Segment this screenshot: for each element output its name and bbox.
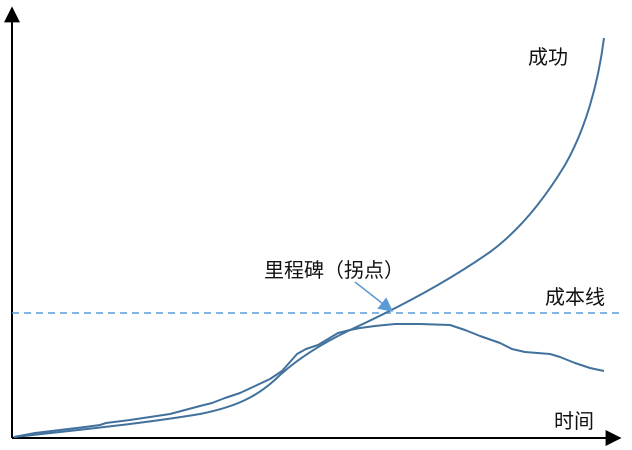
cost-line-label: 成本线 — [545, 285, 605, 309]
milestone-label: 里程碑（拐点） — [264, 258, 404, 282]
success-label: 成功 — [528, 45, 568, 69]
milestone-arrow — [354, 281, 394, 312]
time-label: 时间 — [554, 409, 594, 433]
success-curve — [13, 37, 605, 438]
plateau-curve — [13, 323, 605, 438]
